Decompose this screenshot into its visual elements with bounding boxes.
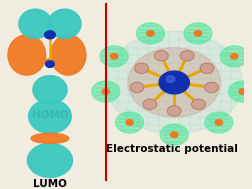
Ellipse shape	[229, 81, 252, 102]
Circle shape	[166, 76, 175, 82]
Ellipse shape	[128, 48, 220, 117]
Circle shape	[46, 61, 54, 67]
Ellipse shape	[106, 31, 242, 134]
Ellipse shape	[19, 9, 52, 39]
Ellipse shape	[92, 81, 120, 102]
Ellipse shape	[160, 124, 188, 145]
Circle shape	[200, 63, 214, 73]
Circle shape	[130, 82, 144, 93]
Circle shape	[231, 54, 238, 59]
Ellipse shape	[205, 112, 233, 133]
Circle shape	[110, 54, 118, 59]
Circle shape	[205, 82, 218, 93]
Circle shape	[159, 71, 189, 94]
Circle shape	[143, 99, 157, 109]
Ellipse shape	[116, 112, 144, 133]
Text: HOMO: HOMO	[32, 110, 68, 120]
Ellipse shape	[31, 133, 69, 143]
Circle shape	[167, 106, 181, 116]
Ellipse shape	[29, 99, 71, 133]
Circle shape	[171, 132, 178, 137]
Circle shape	[135, 63, 148, 73]
Ellipse shape	[33, 76, 67, 104]
Ellipse shape	[48, 9, 81, 39]
Ellipse shape	[137, 23, 165, 44]
Ellipse shape	[220, 46, 248, 67]
Circle shape	[126, 120, 133, 125]
Circle shape	[215, 120, 223, 125]
Ellipse shape	[27, 143, 73, 177]
Ellipse shape	[45, 59, 55, 66]
Circle shape	[180, 51, 194, 61]
Circle shape	[239, 89, 246, 94]
Ellipse shape	[184, 23, 212, 44]
Ellipse shape	[51, 35, 86, 75]
Circle shape	[102, 89, 109, 94]
Ellipse shape	[8, 35, 46, 75]
Circle shape	[154, 51, 168, 61]
Text: LUMO: LUMO	[33, 179, 67, 189]
Ellipse shape	[100, 46, 128, 67]
Circle shape	[147, 31, 154, 36]
Circle shape	[192, 99, 205, 109]
Circle shape	[45, 31, 55, 39]
Circle shape	[194, 31, 202, 36]
Text: Electrostatic potential: Electrostatic potential	[106, 144, 238, 154]
Ellipse shape	[106, 31, 242, 134]
